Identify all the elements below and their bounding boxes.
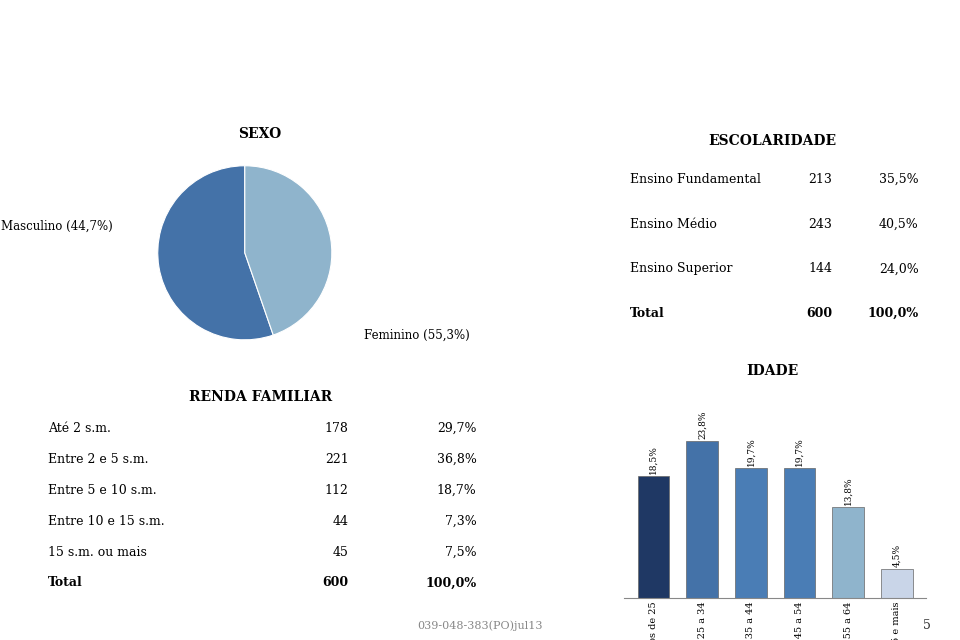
Text: 178: 178 (324, 422, 348, 435)
Text: PERFIL DOS ENTREVISTADOS: PERFIL DOS ENTREVISTADOS (106, 22, 370, 36)
Text: 13,8%: 13,8% (844, 477, 852, 506)
Text: Ensino Médio: Ensino Médio (630, 218, 717, 230)
Text: 7,3%: 7,3% (444, 515, 476, 527)
Text: Até 2 s.m.: Até 2 s.m. (48, 422, 111, 435)
Text: 29,7%: 29,7% (437, 422, 476, 435)
Wedge shape (157, 166, 274, 340)
Text: 4,5%: 4,5% (893, 543, 901, 567)
Bar (637, 476, 669, 598)
Text: 112: 112 (324, 484, 348, 497)
Text: Total: Total (630, 307, 664, 320)
Bar (832, 508, 864, 598)
Text: 7,5%: 7,5% (444, 545, 476, 559)
Text: RENDA FAMILIAR: RENDA FAMILIAR (188, 390, 332, 404)
Text: 18,5%: 18,5% (649, 445, 658, 474)
Text: 600: 600 (806, 307, 832, 320)
Text: 144: 144 (808, 262, 832, 275)
Text: Entre 2 e 5 s.m.: Entre 2 e 5 s.m. (48, 452, 149, 466)
Text: 5: 5 (924, 620, 931, 632)
Text: 15 s.m. ou mais: 15 s.m. ou mais (48, 545, 147, 559)
Bar (881, 569, 913, 598)
Text: 039-048-383(PO)jul13: 039-048-383(PO)jul13 (418, 621, 542, 631)
Text: Masculino (44,7%): Masculino (44,7%) (1, 220, 113, 233)
Text: 44: 44 (332, 515, 348, 527)
Text: Ensino Fundamental: Ensino Fundamental (630, 173, 761, 186)
Text: 19,7%: 19,7% (795, 438, 804, 467)
Text: Total: Total (48, 577, 83, 589)
Text: 221: 221 (324, 452, 348, 466)
Text: 19,7%: 19,7% (746, 438, 756, 467)
Text: 213: 213 (808, 173, 832, 186)
Text: 243: 243 (808, 218, 832, 230)
Text: 23,8%: 23,8% (698, 411, 707, 439)
Text: Entre 10 e 15 s.m.: Entre 10 e 15 s.m. (48, 515, 165, 527)
Text: 45: 45 (332, 545, 348, 559)
Text: 18,7%: 18,7% (437, 484, 476, 497)
Text: 600: 600 (323, 577, 348, 589)
Text: 40,5%: 40,5% (878, 218, 919, 230)
Text: 100,0%: 100,0% (868, 307, 919, 320)
Bar (686, 442, 718, 598)
Text: 100,0%: 100,0% (425, 577, 476, 589)
Text: 24,0%: 24,0% (878, 262, 919, 275)
Text: Feminino (55,3%): Feminino (55,3%) (365, 329, 470, 342)
Bar (735, 468, 767, 598)
Text: 36,8%: 36,8% (437, 452, 476, 466)
Text: Entre 5 e 10 s.m.: Entre 5 e 10 s.m. (48, 484, 156, 497)
Text: SEXO: SEXO (238, 127, 282, 141)
Wedge shape (245, 166, 332, 335)
Text: Ensino Superior: Ensino Superior (630, 262, 732, 275)
Bar (783, 468, 815, 598)
Text: IDADE: IDADE (747, 364, 799, 378)
Text: ESCOLARIDADE: ESCOLARIDADE (708, 134, 837, 148)
Text: 35,5%: 35,5% (879, 173, 919, 186)
